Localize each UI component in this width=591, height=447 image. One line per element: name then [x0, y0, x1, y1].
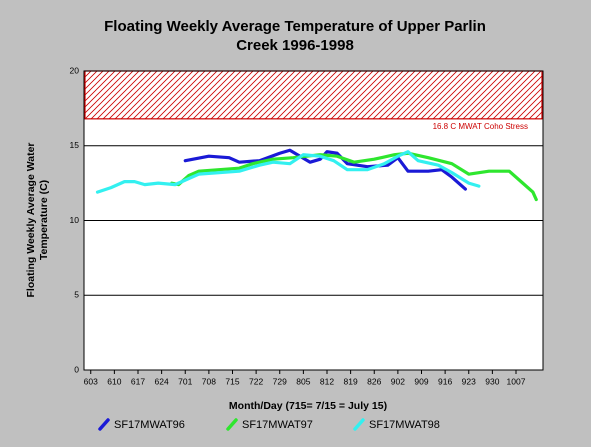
y-tick-label: 0 — [74, 364, 79, 374]
x-tick-label: 819 — [344, 376, 358, 386]
x-tick-label: 923 — [462, 376, 476, 386]
x-tick-label: 930 — [485, 376, 499, 386]
chart-title: Floating Weekly Average Temperature of U… — [104, 18, 486, 35]
legend-label: SF17MWAT97 — [242, 419, 313, 431]
series-line — [183, 148, 467, 191]
band-label: 16.8 C MWAT Coho Stress — [433, 122, 528, 131]
legend-swatch — [353, 418, 365, 431]
y-tick-label: 15 — [70, 140, 80, 150]
x-tick-label: 624 — [155, 376, 169, 386]
y-tick-label: 10 — [70, 215, 80, 225]
y-axis-title: Temperature (C) — [38, 180, 50, 260]
y-axis-title: Floating Weekly Average Water — [25, 142, 37, 297]
stress-band — [84, 70, 543, 120]
series-line — [95, 150, 481, 194]
chart-title: Creek 1996-1998 — [236, 37, 354, 54]
x-tick-label: 701 — [178, 376, 192, 386]
legend-swatch — [98, 418, 110, 431]
x-tick-label: 916 — [438, 376, 452, 386]
y-tick-label: 5 — [74, 290, 79, 300]
x-tick-label: 1007 — [507, 376, 526, 386]
x-tick-label: 902 — [391, 376, 405, 386]
x-tick-label: 812 — [320, 376, 334, 386]
x-tick-label: 909 — [414, 376, 428, 386]
x-tick-label: 805 — [296, 376, 310, 386]
legend-label: SF17MWAT98 — [369, 419, 440, 431]
series-line — [170, 151, 538, 202]
x-tick-label: 826 — [367, 376, 381, 386]
x-tick-label: 729 — [273, 376, 287, 386]
x-tick-label: 603 — [84, 376, 98, 386]
legend-label: SF17MWAT96 — [114, 419, 185, 431]
y-tick-label: 20 — [70, 65, 80, 75]
x-tick-label: 617 — [131, 376, 145, 386]
x-axis-title: Month/Day (715= 7/15 = July 15) — [229, 400, 387, 412]
x-tick-label: 722 — [249, 376, 263, 386]
x-tick-label: 715 — [225, 376, 239, 386]
x-tick-label: 610 — [107, 376, 121, 386]
x-tick-label: 708 — [202, 376, 216, 386]
legend-swatch — [226, 418, 238, 431]
